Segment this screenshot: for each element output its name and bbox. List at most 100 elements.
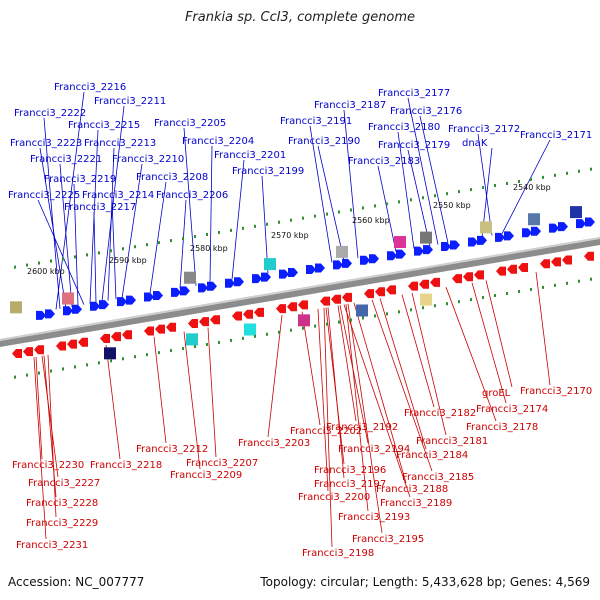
reverse-gene-arrow bbox=[188, 319, 198, 328]
tick-mark bbox=[446, 192, 448, 195]
forward-gene-label[interactable]: Francci3_2187 bbox=[314, 100, 386, 111]
forward-gene-label[interactable]: Francci3_2201 bbox=[214, 150, 286, 161]
tick-mark bbox=[458, 300, 460, 303]
tick-mark bbox=[578, 170, 580, 173]
reverse-gene-label[interactable]: Francci3_2195 bbox=[352, 534, 424, 545]
forward-gene-label[interactable]: Francci3_2223 bbox=[10, 138, 82, 149]
reverse-gene-label[interactable]: Francci3_2207 bbox=[186, 458, 258, 469]
forward-gene-label[interactable]: Francci3_2177 bbox=[378, 88, 450, 99]
forward-gene-label[interactable]: Francci3_2215 bbox=[68, 120, 140, 131]
forward-gene-label[interactable]: Francci3_2213 bbox=[84, 138, 156, 149]
forward-gene-arrow bbox=[549, 224, 559, 233]
forward-gene-label[interactable]: Francci3_2183 bbox=[348, 156, 420, 167]
tick-mark bbox=[506, 292, 508, 295]
reverse-gene-label[interactable]: Francci3_2200 bbox=[298, 492, 370, 503]
reverse-gene-arrow bbox=[386, 285, 396, 294]
reverse-gene-label[interactable]: Francci3_2227 bbox=[28, 478, 100, 489]
tick-mark bbox=[458, 190, 460, 193]
forward-gene-label[interactable]: Francci3_2206 bbox=[156, 190, 228, 201]
reverse-gene-arrow bbox=[122, 330, 132, 339]
kbp-tick-label: 2540 kbp bbox=[513, 183, 551, 192]
tick-mark bbox=[578, 280, 580, 283]
forward-gene-label[interactable]: Francci3_2222 bbox=[14, 108, 86, 119]
forward-gene-label[interactable]: Francci3_2190 bbox=[288, 136, 360, 147]
forward-gene-label[interactable]: Francci3_2225 bbox=[8, 190, 80, 201]
tick-mark bbox=[170, 349, 172, 352]
tick-mark bbox=[146, 243, 148, 246]
reverse-gene-label[interactable]: Francci3_2230 bbox=[12, 460, 84, 471]
forward-connector bbox=[40, 148, 66, 308]
reverse-gene-label[interactable]: Francci3_2198 bbox=[302, 548, 374, 559]
forward-gene-arrow bbox=[396, 250, 406, 259]
genome-summary: Topology: circular; Length: 5,433,628 bp… bbox=[260, 575, 590, 589]
reverse-gene-label[interactable]: Francci3_2194 bbox=[338, 444, 410, 455]
reverse-gene-label[interactable]: Francci3_2218 bbox=[90, 460, 162, 471]
reverse-gene-label[interactable]: Francci3_2229 bbox=[26, 518, 98, 529]
forward-gene-arrow bbox=[387, 251, 397, 260]
forward-gene-label[interactable]: Francci3_2208 bbox=[136, 172, 208, 183]
tick-mark bbox=[254, 225, 256, 228]
tick-mark bbox=[362, 206, 364, 209]
forward-gene-arrow bbox=[360, 256, 370, 265]
reverse-gene-label[interactable]: Francci3_2189 bbox=[380, 498, 452, 509]
reverse-gene-label[interactable]: Francci3_2178 bbox=[466, 422, 538, 433]
feature-block bbox=[184, 272, 196, 284]
forward-gene-arrow bbox=[468, 237, 478, 246]
tick-mark bbox=[434, 194, 436, 197]
forward-connector bbox=[378, 166, 396, 252]
reverse-gene-label[interactable]: Francci3_2203 bbox=[238, 438, 310, 449]
reverse-gene-label[interactable]: Francci3_2231 bbox=[16, 540, 88, 551]
reverse-gene-label[interactable]: Francci3_2185 bbox=[402, 472, 474, 483]
forward-gene-label[interactable]: Francci3_2210 bbox=[112, 154, 184, 165]
reverse-gene-label[interactable]: Francci3_2196 bbox=[314, 465, 386, 476]
forward-gene-label[interactable]: Francci3_2176 bbox=[390, 106, 462, 117]
kbp-tick-label: 2570 kbp bbox=[271, 231, 309, 240]
forward-gene-arrow bbox=[423, 245, 433, 254]
reverse-gene-label[interactable]: Francci3_2170 bbox=[520, 386, 592, 397]
forward-gene-label[interactable]: Francci3_2191 bbox=[280, 116, 352, 127]
forward-gene-label[interactable]: Francci3_2171 bbox=[520, 130, 592, 141]
forward-gene-label[interactable]: Francci3_2211 bbox=[94, 96, 166, 107]
tick-mark bbox=[506, 182, 508, 185]
reverse-gene-label[interactable]: groEL bbox=[482, 388, 511, 399]
forward-gene-label[interactable]: Francci3_2204 bbox=[182, 136, 254, 147]
tick-mark bbox=[158, 351, 160, 354]
reverse-gene-label[interactable]: Francci3_2174 bbox=[476, 404, 548, 415]
reverse-gene-arrow bbox=[562, 255, 572, 264]
reverse-gene-label[interactable]: Francci3_2197 bbox=[314, 479, 386, 490]
tick-mark bbox=[470, 298, 472, 301]
forward-gene-label[interactable]: Francci3_2219 bbox=[44, 174, 116, 185]
reverse-gene-arrow bbox=[199, 317, 209, 326]
reverse-gene-label[interactable]: Francci3_2228 bbox=[26, 498, 98, 509]
forward-gene-label[interactable]: dnaK bbox=[462, 138, 488, 149]
forward-gene-label[interactable]: Francci3_2217 bbox=[64, 202, 136, 213]
feature-block bbox=[62, 292, 74, 304]
forward-gene-label[interactable]: Francci3_2172 bbox=[448, 124, 520, 135]
tick-mark bbox=[422, 196, 424, 199]
forward-gene-label[interactable]: Francci3_2205 bbox=[154, 118, 226, 129]
tick-mark bbox=[98, 361, 100, 364]
kbp-tick-label: 2590 kbp bbox=[109, 256, 147, 265]
forward-gene-label[interactable]: Francci3_2179 bbox=[378, 140, 450, 151]
forward-gene-label[interactable]: Francci3_2214 bbox=[82, 190, 154, 201]
reverse-gene-arrow bbox=[67, 340, 77, 349]
tick-mark bbox=[218, 231, 220, 234]
reverse-connector bbox=[486, 280, 512, 387]
tick-mark bbox=[230, 339, 232, 342]
forward-gene-arrow bbox=[261, 273, 271, 282]
reverse-gene-label[interactable]: Francci3_2202 bbox=[290, 426, 362, 437]
reverse-gene-label[interactable]: Francci3_2212 bbox=[136, 444, 208, 455]
forward-gene-label[interactable]: Francci3_2199 bbox=[232, 166, 304, 177]
reverse-gene-label[interactable]: Francci3_2181 bbox=[416, 436, 488, 447]
reverse-gene-label[interactable]: Francci3_2182 bbox=[404, 408, 476, 419]
feature-block bbox=[104, 347, 116, 359]
reverse-gene-arrow bbox=[452, 274, 462, 283]
reverse-gene-label[interactable]: Francci3_2188 bbox=[376, 484, 448, 495]
reverse-gene-label[interactable]: Francci3_2193 bbox=[338, 512, 410, 523]
forward-gene-label[interactable]: Francci3_2221 bbox=[30, 154, 102, 165]
tick-mark bbox=[338, 211, 340, 214]
forward-gene-label[interactable]: Francci3_2180 bbox=[368, 122, 440, 133]
forward-gene-label[interactable]: Francci3_2216 bbox=[54, 82, 126, 93]
tick-mark bbox=[146, 353, 148, 356]
reverse-gene-label[interactable]: Francci3_2209 bbox=[170, 470, 242, 481]
